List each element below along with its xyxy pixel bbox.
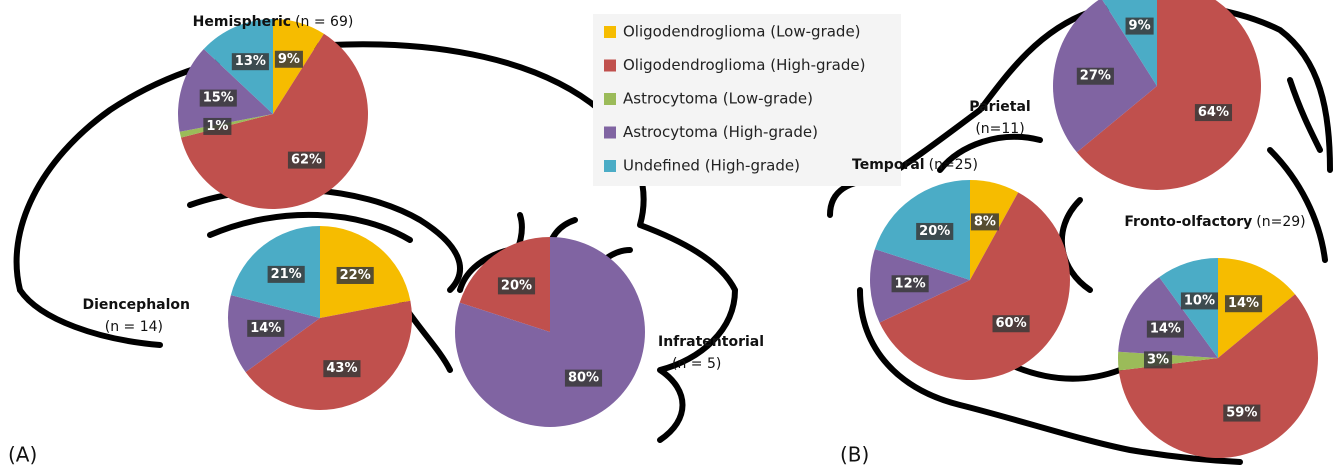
- value-label: 62%: [291, 153, 322, 168]
- value-label-group: 14%: [1147, 321, 1184, 338]
- chart-title: Temporal(n=25): [852, 157, 978, 173]
- chart-title-name: Temporal: [852, 157, 925, 173]
- value-label-group: 20%: [498, 277, 535, 294]
- legend-swatch: [604, 93, 616, 105]
- value-label-group: 14%: [1225, 295, 1262, 312]
- legend-swatch: [604, 160, 616, 172]
- chart-title-name: Hemispheric: [193, 14, 291, 30]
- value-label: 20%: [919, 224, 950, 239]
- chart-title: Diencephalon: [83, 297, 191, 313]
- value-label-group: 1%: [203, 118, 231, 135]
- value-label-group: 62%: [288, 152, 325, 169]
- value-label: 80%: [568, 371, 599, 386]
- legend-label: Undefined (High-grade): [623, 157, 800, 175]
- figure: (A) (B) Oligodendroglioma (Low-grade) Oli…: [0, 0, 1335, 470]
- value-label: 15%: [203, 91, 234, 106]
- value-label: 13%: [235, 54, 266, 69]
- value-label: 3%: [1147, 352, 1169, 367]
- value-label-group: 14%: [247, 320, 284, 337]
- value-label-group: 8%: [971, 213, 999, 230]
- value-label-group: 59%: [1223, 405, 1260, 422]
- legend-swatch: [604, 26, 616, 38]
- legend-swatch: [604, 60, 616, 72]
- value-label-group: 21%: [268, 266, 305, 283]
- value-label-group: 80%: [565, 370, 602, 387]
- value-label: 20%: [501, 278, 532, 293]
- legend-label: Oligodendroglioma (Low-grade): [623, 23, 861, 41]
- chart-subtitle: (n=29): [1256, 214, 1305, 230]
- chart-subtitle: (n = 69): [295, 14, 353, 30]
- value-label: 9%: [1129, 19, 1151, 34]
- value-label: 60%: [996, 316, 1027, 331]
- value-label: 64%: [1198, 105, 1229, 120]
- chart-title: Fronto-olfactory(n=29): [1124, 214, 1305, 230]
- chart-subtitle: (n = 14): [105, 319, 163, 335]
- legend-label: Astrocytoma (Low-grade): [623, 90, 813, 108]
- chart-title: Parietal: [969, 99, 1030, 115]
- panel-label: (A): [8, 443, 37, 467]
- chart-subtitle: (n=25): [929, 157, 978, 173]
- value-label: 1%: [206, 119, 228, 134]
- value-label-group: 9%: [275, 51, 303, 68]
- value-label-group: 27%: [1077, 68, 1114, 85]
- value-label: 14%: [1150, 322, 1181, 337]
- value-label-group: 22%: [337, 267, 374, 284]
- value-label: 8%: [974, 214, 996, 229]
- value-label-group: 13%: [232, 53, 269, 70]
- value-label: 10%: [1184, 293, 1215, 308]
- value-label: 22%: [340, 268, 371, 283]
- value-label-group: 9%: [1126, 18, 1154, 35]
- value-label-group: 12%: [892, 275, 929, 292]
- chart-title-name: Fronto-olfactory: [1124, 214, 1252, 230]
- value-label: 12%: [895, 276, 926, 291]
- value-label: 21%: [271, 267, 302, 282]
- value-label: 59%: [1226, 406, 1257, 421]
- value-label: 27%: [1080, 69, 1111, 84]
- value-label: 43%: [326, 361, 357, 376]
- legend-label: Oligodendroglioma (High-grade): [623, 56, 865, 74]
- chart-title: Hemispheric(n = 69): [193, 14, 354, 30]
- legend-swatch: [604, 127, 616, 139]
- value-label-group: 64%: [1195, 104, 1232, 121]
- value-label-group: 15%: [200, 90, 237, 107]
- value-label: 14%: [1228, 296, 1259, 311]
- chart-subtitle: (n=11): [975, 121, 1024, 137]
- value-label: 9%: [278, 52, 300, 67]
- chart-subtitle: (n = 5): [672, 356, 721, 372]
- value-label-group: 10%: [1181, 292, 1218, 309]
- value-label-group: 3%: [1144, 351, 1172, 368]
- value-label-group: 20%: [916, 223, 953, 240]
- value-label-group: 43%: [323, 360, 360, 377]
- value-label-group: 60%: [993, 315, 1030, 332]
- value-label: 14%: [250, 321, 281, 336]
- legend-label: Astrocytoma (High-grade): [623, 123, 818, 141]
- chart-title: Infratentorial: [658, 334, 764, 350]
- panel-label: (B): [840, 443, 869, 467]
